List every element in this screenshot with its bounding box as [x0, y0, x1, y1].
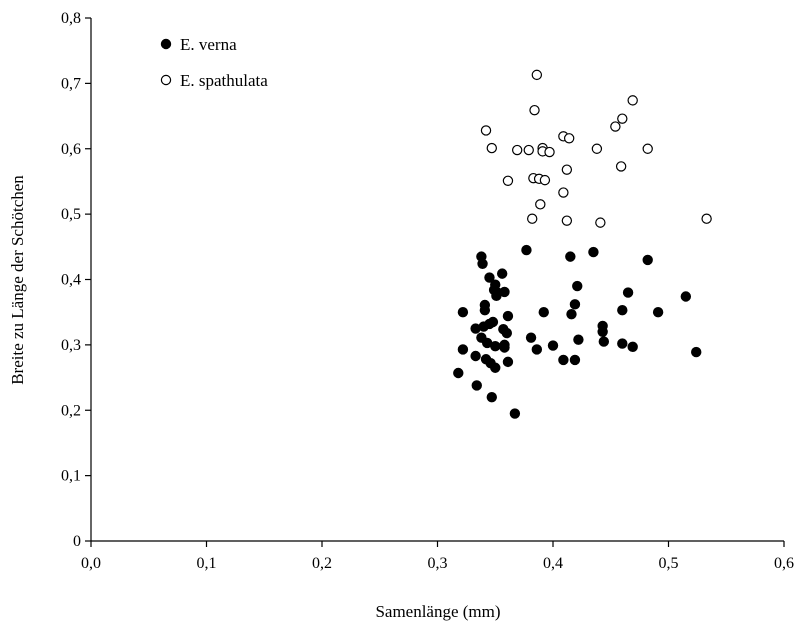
point-e-spathulata [539, 174, 551, 186]
point-e-verna [547, 340, 559, 351]
point-e-verna [573, 334, 584, 345]
point-e-verna [484, 272, 495, 283]
point-e-verna [597, 320, 608, 332]
point-e-spathulata [480, 125, 492, 136]
point-e-spathulata [561, 164, 573, 175]
point-e-verna [531, 344, 543, 355]
x-tick-label: 0,0 [81, 555, 101, 572]
y-tick-label: 0,8 [61, 10, 81, 27]
point-e-verna [502, 356, 514, 368]
y-tick-label: 0 [73, 533, 81, 550]
legend-marker-e-verna [160, 38, 172, 50]
x-tick-label: 0,5 [659, 555, 679, 572]
point-e-verna [588, 246, 599, 258]
point-e-spathulata [529, 104, 540, 116]
point-e-spathulata [527, 213, 538, 224]
y-tick-labels: 0 0,1 0,2 0,3 0,4 0,5 0,6 0,7 0,8 [61, 10, 81, 550]
y-tick-label: 0,2 [61, 402, 81, 419]
point-e-spathulata [701, 213, 712, 224]
y-tick-label: 0,1 [61, 468, 81, 485]
point-e-spathulata [627, 95, 638, 106]
y-tick-label: 0,4 [61, 272, 81, 289]
point-e-spathulata [617, 113, 628, 124]
point-e-verna [569, 299, 581, 310]
point-e-spathulata [544, 146, 555, 158]
point-e-verna [627, 341, 638, 353]
point-e-verna [501, 327, 512, 339]
point-e-spathulata [563, 133, 575, 144]
point-e-spathulata [610, 121, 621, 132]
y-tick-label: 0,3 [61, 337, 81, 354]
x-tick-label: 0,4 [543, 555, 563, 572]
legend: E. verna E. spathulata [160, 35, 268, 90]
point-e-verna [457, 344, 469, 355]
point-e-verna [598, 336, 610, 347]
x-tick-label: 0,3 [428, 555, 448, 572]
point-e-verna [486, 391, 497, 403]
x-tick-label: 0,1 [197, 555, 217, 572]
point-e-verna [487, 316, 499, 328]
data-points [453, 69, 712, 419]
point-e-verna [490, 340, 501, 352]
point-e-spathulata [535, 199, 546, 210]
point-e-verna [479, 305, 491, 316]
point-e-spathulata [591, 143, 603, 154]
point-e-verna [565, 251, 576, 262]
point-e-verna [521, 244, 532, 256]
point-e-verna [622, 287, 634, 298]
point-e-verna [642, 254, 653, 266]
legend-marker-e-spathulata [160, 74, 172, 86]
point-e-verna [652, 306, 664, 318]
point-e-spathulata [531, 69, 543, 81]
point-e-verna [691, 346, 702, 358]
point-e-verna [538, 306, 549, 318]
point-e-verna [471, 380, 482, 391]
point-e-verna [457, 306, 469, 318]
point-e-verna [566, 308, 577, 320]
axes [85, 17, 785, 547]
x-tick-labels: 0,0 0,1 0,2 0,3 0,4 0,5 0,6 [81, 555, 794, 572]
point-e-verna [572, 280, 583, 292]
point-e-spathulata [561, 215, 573, 226]
point-e-verna [569, 354, 581, 366]
point-e-verna [525, 332, 537, 343]
point-e-spathulata [615, 161, 627, 172]
x-axis-title: Samenlänge (mm) [375, 602, 500, 621]
legend-label-e-verna: E. verna [180, 35, 237, 54]
point-e-verna [490, 362, 501, 373]
point-e-spathulata [523, 144, 534, 156]
point-e-verna [617, 338, 628, 349]
point-e-spathulata [511, 144, 523, 156]
point-e-spathulata [486, 142, 497, 154]
y-axis-title: Breite zu Länge der Schötchen [8, 175, 27, 385]
point-e-verna [617, 305, 628, 316]
point-e-verna [558, 354, 569, 366]
point-e-verna [496, 268, 508, 279]
point-e-verna [680, 291, 692, 302]
point-e-spathulata [558, 187, 569, 198]
point-e-verna [477, 258, 488, 270]
point-e-verna [499, 342, 510, 353]
y-tick-label: 0,5 [61, 206, 81, 223]
y-tick-label: 0,7 [61, 75, 81, 92]
point-e-spathulata [642, 143, 653, 154]
point-e-verna [453, 367, 464, 379]
point-e-spathulata [502, 175, 514, 186]
y-tick-label: 0,6 [61, 141, 81, 158]
x-tick-label: 0,6 [774, 555, 794, 572]
point-e-verna [470, 350, 481, 362]
point-e-verna [499, 286, 510, 298]
point-e-verna [509, 408, 521, 419]
point-e-verna [502, 310, 514, 322]
point-e-spathulata [595, 217, 606, 228]
x-tick-label: 0,2 [312, 555, 332, 572]
legend-label-e-spathulata: E. spathulata [180, 71, 268, 90]
